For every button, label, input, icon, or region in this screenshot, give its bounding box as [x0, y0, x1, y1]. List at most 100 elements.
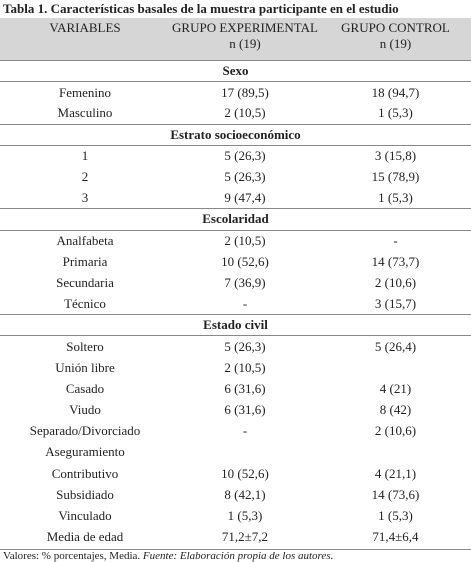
table-row: 3 9 (47,4) 1 (5,3)	[0, 188, 471, 209]
table-cell: 5 (26,3)	[224, 148, 266, 164]
table-cell: Contributivo	[51, 465, 119, 481]
header-n: n (19)	[229, 36, 261, 51]
table-cell: 8 (42)	[379, 402, 412, 418]
table-cell: Femenino	[59, 84, 111, 100]
table-cell: Casado	[65, 380, 105, 396]
empty-cell	[320, 357, 471, 378]
table-cell: 2 (10,5)	[224, 105, 266, 121]
table-cell: 1	[81, 148, 89, 164]
table-cell: 6 (31,6)	[224, 380, 266, 396]
table-cell: Masculino	[57, 105, 113, 121]
table-cell: 71,2±7,2	[221, 529, 269, 545]
table-cell: 14 (73,7)	[371, 253, 420, 269]
table-cell: 2 (10,6)	[374, 423, 417, 439]
table-cell: 8 (42,1)	[224, 486, 266, 502]
table-cell: Unión libre	[55, 359, 115, 375]
table-cell: 6 (31,6)	[224, 402, 266, 418]
footnote-source: Fuente: Elaboración propia de los autore…	[142, 549, 334, 562]
table-row: Soltero 5 (26,3) 5 (26,4)	[0, 336, 471, 357]
table-row: 2 5 (26,3) 15 (78,9)	[0, 166, 471, 187]
table-header: VARIABLES GRUPO EXPERIMENTAL n (19) GRUPO…	[0, 18, 471, 61]
table-row: Analfabeta 2 (10,5) -	[0, 230, 471, 251]
table-row: Femenino 17 (89,5) 18 (94,7)	[0, 82, 471, 103]
table-row: Técnico - 3 (15,7)	[0, 294, 471, 315]
table-cell: 1 (5,3)	[227, 508, 263, 524]
table-row: Viudo 6 (31,6) 8 (42)	[0, 400, 471, 421]
table-row: Subsidiado 8 (42,1) 14 (73,6)	[0, 484, 471, 505]
header-cell: GRUPO EXPERIMENTAL n (19)	[170, 18, 320, 61]
table-row: Primaria 10 (52,6) 14 (73,7)	[0, 251, 471, 272]
table-cell: 15 (78,9)	[371, 169, 420, 185]
section-row: Estrato socioeconómico	[0, 123, 471, 146]
table-cell: 4 (21,1)	[374, 465, 417, 481]
header-n: n (19)	[379, 36, 412, 51]
section-title: Estado civil	[0, 314, 471, 337]
table-cell: 2 (10,6)	[374, 274, 417, 290]
table-cell: 71,4±6,4	[372, 529, 419, 545]
table-cell: 17 (89,5)	[221, 84, 269, 100]
table-cell: Analfabeta	[56, 232, 114, 248]
section-title: Estrato socioeconómico	[0, 123, 471, 146]
table-cell: 5 (26,4)	[374, 338, 417, 354]
table-cell: 2 (10,5)	[224, 359, 266, 375]
section-row: Sexo	[0, 59, 471, 83]
table-body: Sexo Femenino 17 (89,5) 18 (94,7) Masculino 2…	[0, 59, 471, 548]
table-cell: Primaria	[62, 253, 108, 269]
table-row: Separado/Divorciado - 2 (10,6)	[0, 421, 471, 442]
table-cell: Técnico	[64, 295, 106, 311]
footnote-text: Valores: % porcentajes, Media.	[3, 549, 141, 562]
header-text: GRUPO EXPERIMENTAL	[172, 20, 318, 35]
table-cell: 5 (26,3)	[224, 338, 266, 354]
table-title: Tabla 1. Características basales de la m…	[3, 1, 399, 16]
table: VARIABLES GRUPO EXPERIMENTAL n (19) GRUPO…	[0, 18, 471, 548]
header-text: VARIABLES	[49, 20, 121, 35]
header-text: GRUPO CONTROL	[341, 20, 450, 35]
section-title: Escolaridad	[0, 208, 471, 231]
section-row: Escolaridad	[0, 208, 471, 231]
table-row: Media de edad 71,2±7,2 71,4±6,4	[0, 527, 471, 548]
table-cell: Vinculado	[58, 508, 112, 524]
table-row: Secundaria 7 (36,9) 2 (10,6)	[0, 272, 471, 293]
table-cell: 1 (5,3)	[378, 105, 413, 121]
empty-cell	[320, 442, 471, 463]
footnote: Valores: % porcentajes, Media. Fuente: E…	[0, 548, 471, 562]
header-cell: VARIABLES	[0, 18, 170, 61]
table-cell: Media de edad	[46, 529, 124, 545]
table-cell: 18 (94,7)	[371, 84, 420, 100]
table-cell: 3 (15,7)	[374, 295, 417, 311]
table-cell: 14 (73,6)	[371, 486, 420, 502]
header-cell: GRUPO CONTROL n (19)	[320, 18, 471, 61]
table-cell: 2 (10,5)	[224, 232, 266, 248]
table-cell: 1 (5,3)	[378, 508, 413, 524]
table-cell: Aseguramiento	[45, 444, 125, 460]
table-cell: 5 (26,3)	[224, 169, 266, 185]
table-cell: Soltero	[66, 338, 104, 354]
table-cell: 10 (52,6)	[221, 465, 269, 481]
table-cell: -	[393, 232, 398, 248]
table-cell: 10 (52,6)	[221, 253, 269, 269]
table-row: Vinculado 1 (5,3) 1 (5,3)	[0, 505, 471, 526]
table-cell: 4 (21)	[379, 380, 412, 396]
table-row: Unión libre 2 (10,5)	[0, 357, 471, 378]
table-cell: Subsidiado	[56, 486, 114, 502]
table-cell: 1 (5,3)	[378, 189, 413, 205]
table-cell: 3	[81, 189, 89, 205]
section-row: Estado civil	[0, 314, 471, 337]
empty-cell	[170, 442, 320, 463]
table-cell: Separado/Divorciado	[29, 423, 141, 439]
table-row: 1 5 (26,3) 3 (15,8)	[0, 145, 471, 166]
table-row: Casado 6 (31,6) 4 (21)	[0, 378, 471, 399]
table-cell: Secundaria	[56, 274, 114, 290]
table-cell: Viudo	[69, 402, 101, 418]
table-cell: 3 (15,8)	[374, 148, 417, 164]
table-cell: 2	[81, 169, 89, 185]
table-cell: 7 (36,9)	[224, 274, 266, 290]
table-cell: -	[242, 295, 248, 311]
section-title: Sexo	[0, 59, 471, 83]
table-row: Contributivo 10 (52,6) 4 (21,1)	[0, 463, 471, 484]
table-row: Aseguramiento	[0, 442, 471, 463]
table-cell: 9 (47,4)	[224, 189, 266, 205]
table-cell: -	[242, 423, 248, 439]
table-row: Masculino 2 (10,5) 1 (5,3)	[0, 103, 471, 124]
